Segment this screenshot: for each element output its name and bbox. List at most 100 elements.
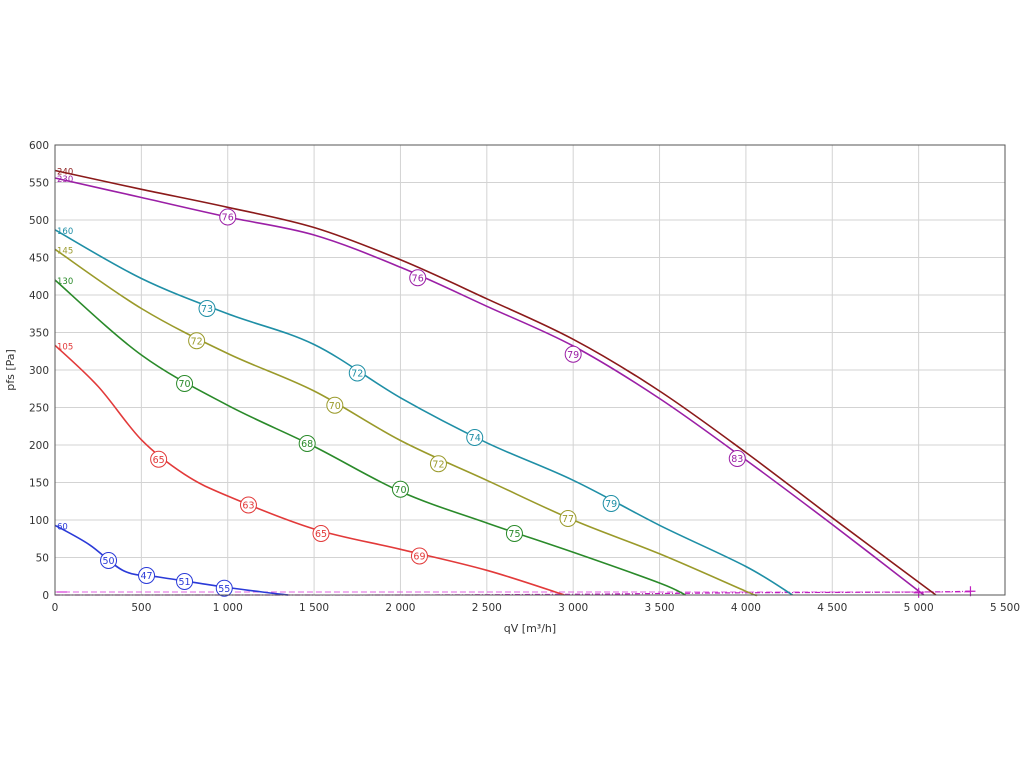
marker-circle bbox=[100, 552, 118, 569]
value-marker: 76 bbox=[409, 269, 427, 287]
marker-circle bbox=[298, 435, 316, 452]
marker-circle bbox=[176, 573, 194, 590]
y-tick-label: 400 bbox=[29, 290, 49, 302]
value-marker: 83 bbox=[728, 450, 746, 467]
x-tick-label: 3 000 bbox=[558, 602, 588, 614]
marker-label: 79 bbox=[605, 499, 617, 510]
series-name-label: 145 bbox=[57, 246, 73, 256]
x-tick-label: 0 bbox=[52, 602, 59, 614]
value-marker: 73 bbox=[198, 300, 216, 317]
marker-circle bbox=[138, 567, 156, 584]
x-tick-label: 2 500 bbox=[472, 602, 502, 614]
value-marker: 70 bbox=[391, 480, 409, 498]
marker-circle bbox=[564, 345, 582, 363]
marker-label: 47 bbox=[140, 571, 152, 582]
series-name-label: 130 bbox=[57, 277, 73, 287]
value-marker: 72 bbox=[348, 364, 366, 382]
marker-label: 79 bbox=[567, 350, 579, 361]
series-line-230 bbox=[54, 177, 925, 596]
marker-label: 70 bbox=[329, 401, 341, 412]
marker-circle bbox=[176, 375, 194, 392]
value-marker: 63 bbox=[239, 496, 257, 514]
y-tick-label: 50 bbox=[36, 553, 49, 565]
marker-circle bbox=[410, 547, 428, 565]
marker-label: 51 bbox=[178, 577, 190, 588]
series-name-label: 60 bbox=[57, 522, 68, 532]
series-line-130 bbox=[54, 279, 686, 596]
marker-circle bbox=[466, 429, 484, 446]
x-tick-label: 500 bbox=[131, 602, 151, 614]
value-marker: 69 bbox=[410, 547, 428, 565]
y-tick-label: 300 bbox=[29, 365, 49, 377]
value-marker: 70 bbox=[176, 375, 194, 392]
y-tick-label: 350 bbox=[29, 328, 49, 340]
marker-circle bbox=[348, 364, 366, 382]
y-tick-label: 150 bbox=[29, 478, 49, 490]
value-marker: 50 bbox=[100, 552, 118, 569]
marker-circle bbox=[559, 510, 577, 527]
series-line-60 bbox=[54, 524, 289, 596]
series-line-160 bbox=[54, 229, 793, 596]
value-marker: 79 bbox=[602, 495, 620, 512]
marker-label: 72 bbox=[432, 459, 444, 470]
marker-circle bbox=[239, 496, 257, 514]
plot-frame bbox=[54, 144, 1006, 596]
y-tick-label: 100 bbox=[29, 515, 49, 527]
series-name-label: 230 bbox=[57, 175, 73, 185]
x-tick-label: 1 000 bbox=[213, 602, 243, 614]
value-marker: 79 bbox=[564, 345, 582, 363]
value-marker: 75 bbox=[505, 525, 523, 542]
x-tick-label: 4 000 bbox=[731, 602, 761, 614]
y-tick-label: 200 bbox=[29, 440, 49, 452]
value-marker: 65 bbox=[150, 450, 168, 468]
marker-label: 76 bbox=[412, 273, 424, 284]
x-tick-label: 5 500 bbox=[990, 602, 1020, 614]
value-marker: 70 bbox=[326, 396, 344, 414]
marker-label: 70 bbox=[178, 379, 190, 390]
marker-circle bbox=[215, 579, 233, 597]
marker-circle bbox=[728, 450, 746, 467]
end-marker bbox=[913, 587, 924, 598]
marker-label: 63 bbox=[242, 501, 254, 512]
value-marker: 55 bbox=[215, 579, 233, 597]
value-marker: 72 bbox=[188, 332, 206, 350]
marker-label: 65 bbox=[315, 529, 327, 540]
marker-label: 75 bbox=[508, 529, 520, 540]
value-marker: 68 bbox=[298, 435, 316, 452]
y-tick-label: 600 bbox=[29, 140, 49, 152]
marker-label: 83 bbox=[731, 454, 743, 465]
marker-label: 50 bbox=[102, 556, 114, 567]
marker-label: 72 bbox=[191, 336, 203, 347]
y-tick-label: 250 bbox=[29, 403, 49, 415]
marker-label: 68 bbox=[301, 439, 313, 450]
x-tick-label: 1 500 bbox=[299, 602, 329, 614]
series-line-240 bbox=[54, 169, 937, 596]
series-name-label: 160 bbox=[57, 227, 73, 237]
marker-circle bbox=[326, 396, 344, 414]
series-name-label: 240 bbox=[57, 168, 73, 178]
marker-label: 77 bbox=[562, 514, 574, 525]
value-marker: 65 bbox=[312, 525, 330, 542]
marker-circle bbox=[198, 300, 216, 317]
value-marker: 47 bbox=[138, 567, 156, 584]
marker-label: 55 bbox=[218, 584, 230, 595]
curve-markers: 76 76 79 83 73 72 74 79 72 70 72 77 70 68 70 75 65 63 65 69… bbox=[57, 208, 976, 598]
series-name-label: 105 bbox=[57, 342, 73, 352]
marker-label: 73 bbox=[201, 304, 213, 315]
value-marker: 76 bbox=[219, 208, 237, 226]
x-tick-label: 2 000 bbox=[385, 602, 415, 614]
marker-circle bbox=[150, 450, 168, 468]
y-axis-title: pfs [Pa] bbox=[4, 349, 17, 391]
marker-label: 70 bbox=[394, 485, 406, 496]
marker-circle bbox=[219, 208, 237, 226]
marker-circle bbox=[409, 269, 427, 287]
x-tick-label: 4 500 bbox=[817, 602, 847, 614]
value-marker: 72 bbox=[429, 455, 447, 473]
y-tick-label: 0 bbox=[42, 590, 49, 602]
tick-labels: 0 500 1 000 1 500 2 000 2 500 3 000 3 500 4 000 4… bbox=[29, 140, 1020, 614]
marker-circle bbox=[505, 525, 523, 542]
marker-label: 74 bbox=[469, 433, 481, 444]
y-tick-label: 500 bbox=[29, 215, 49, 227]
value-marker: 77 bbox=[559, 510, 577, 527]
